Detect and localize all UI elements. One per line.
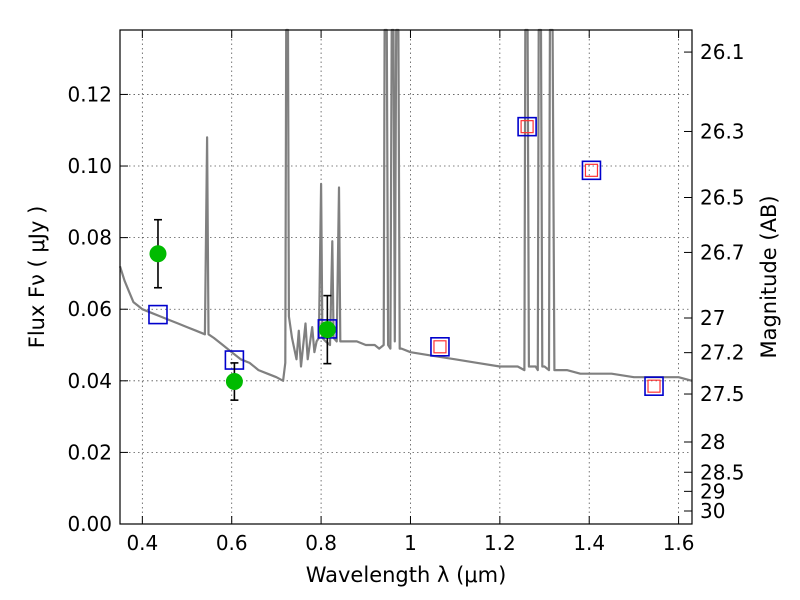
y-tick-label: 0.04: [67, 369, 112, 393]
y-tick-label: 0.12: [67, 82, 112, 106]
right-tick-label: 30: [700, 499, 725, 523]
model-box: [644, 376, 664, 396]
right-tick-label: 27.5: [700, 382, 745, 406]
right-tick-label: 29: [700, 479, 725, 503]
right-axis-label: Magnitude (AB): [757, 195, 781, 358]
observed-point: [318, 321, 336, 339]
data-marks: [148, 116, 664, 401]
y-axis-label: Flux Fν ( μJy ): [25, 206, 49, 349]
model-spectrum: [118, 28, 693, 382]
x-tick-label: 0.8: [305, 531, 337, 555]
right-tick-label: 26.1: [700, 40, 745, 64]
y-tick-label: 0.02: [67, 440, 112, 464]
model-box-inner: [584, 163, 599, 177]
x-tick-label: 1.2: [484, 531, 516, 555]
right-tick-label: 27: [700, 306, 725, 330]
model-box-inner: [647, 379, 661, 393]
model-box: [148, 304, 168, 325]
x-tick-label: 1: [404, 531, 417, 555]
y-tick-label: 0.06: [67, 297, 112, 321]
model-box-inner: [433, 340, 447, 354]
x-tick-label: 0.6: [216, 531, 248, 555]
y-tick-label: 0.10: [67, 154, 112, 178]
y-tick-label: 0.08: [67, 226, 112, 250]
y-tick-label: 0.00: [67, 512, 112, 536]
model-box: [581, 160, 602, 181]
right-tick-label: 26.3: [700, 119, 745, 143]
model-box: [517, 116, 537, 137]
model-box: [430, 337, 450, 357]
x-axis-label: Wavelength λ (μm): [306, 563, 507, 587]
observed-point: [149, 245, 167, 263]
plot-frame: [119, 29, 693, 525]
spectrum-line: [118, 28, 693, 382]
x-tick-label: 1.6: [663, 531, 695, 555]
x-tick-label: 1.4: [573, 531, 605, 555]
observed-point: [225, 373, 243, 391]
right-tick-label: 26.7: [700, 240, 745, 264]
right-tick-label: 28: [700, 430, 725, 454]
model-box-inner: [520, 120, 534, 134]
axis-ticks: 0.4 0.6 0.8 1 1.2 1.4 1.6 0.00 0.02 0.04 0.06 0.08 0…: [67, 30, 745, 555]
right-tick-label: 26.5: [700, 186, 745, 210]
right-tick-label: 28.5: [700, 460, 745, 484]
right-tick-label: 27.2: [700, 341, 745, 365]
x-tick-label: 0.4: [126, 531, 158, 555]
grid: [120, 30, 692, 524]
